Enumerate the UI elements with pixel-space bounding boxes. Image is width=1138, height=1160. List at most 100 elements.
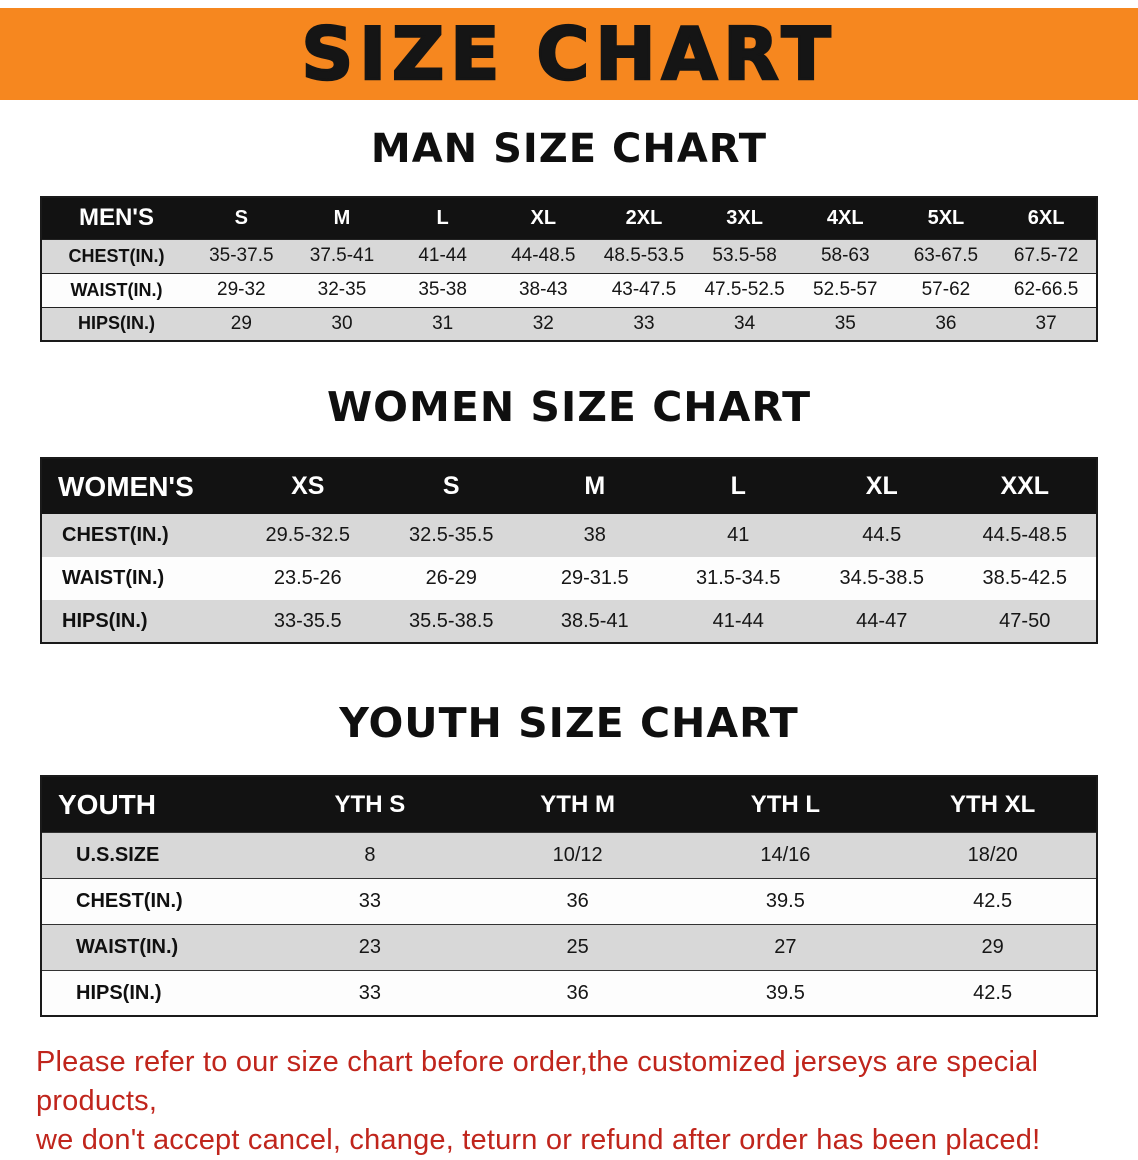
size-value: 33-35.5 xyxy=(273,609,342,632)
size-value: 37 xyxy=(1035,312,1057,334)
size-value: 53.5-58 xyxy=(712,245,777,266)
table-corner-label: MEN'S xyxy=(41,197,191,239)
size-value: 63-67.5 xyxy=(913,245,979,266)
row-label: WAIST(IN.) xyxy=(62,567,165,590)
size-value: 30 xyxy=(331,312,353,334)
row-label: U.S.SIZE xyxy=(76,843,160,866)
size-column-header: M xyxy=(291,197,393,239)
women-size-chart-heading: WOMEN SIZE CHART xyxy=(326,383,812,431)
size-value: 33 xyxy=(633,312,655,334)
size-column-header: L xyxy=(392,197,493,239)
size-value: 31 xyxy=(432,312,454,334)
size-value: 34 xyxy=(734,312,756,334)
row-label: WAIST(IN.) xyxy=(76,935,179,958)
table-corner-label: YOUTH xyxy=(41,776,266,833)
size-value: 62-66.5 xyxy=(1013,279,1079,300)
size-value: 36 xyxy=(566,981,589,1004)
size-column-header: 3XL xyxy=(694,197,795,239)
row-label: HIPS(IN.) xyxy=(77,313,155,334)
size-value: 26-29 xyxy=(425,567,477,590)
size-value: 57-62 xyxy=(921,279,971,300)
size-value: 32 xyxy=(532,312,554,334)
row-label: WAIST(IN.) xyxy=(70,279,163,300)
size-value: 41 xyxy=(727,524,750,547)
table-row: WAIST(IN.) 23 25 27 29 xyxy=(41,924,1097,971)
size-value: 14/16 xyxy=(760,843,811,866)
size-column-header: S xyxy=(379,458,523,515)
size-value: 42.5 xyxy=(973,889,1013,912)
size-value: 35.5-38.5 xyxy=(408,609,494,632)
size-column-header: 2XL xyxy=(593,197,695,239)
size-value: 23 xyxy=(358,935,381,958)
row-label: HIPS(IN.) xyxy=(62,609,148,632)
size-value: 37.5-41 xyxy=(309,245,375,266)
youth-size-chart-section: YOUTH SIZE CHART YOUTH YTH S YTH M YTH L YTH… xyxy=(0,699,1138,1018)
size-column-header: 6XL xyxy=(996,197,1097,239)
size-value: 44-47 xyxy=(856,609,908,632)
size-value: 48.5-53.5 xyxy=(603,245,685,266)
size-column-header: S xyxy=(191,197,292,239)
size-chart-banner: SIZE CHART xyxy=(0,8,1138,100)
banner-title: SIZE CHART xyxy=(300,12,837,96)
size-value: 33 xyxy=(358,889,381,912)
table-header-row: MEN'S S M L XL 2XL 3XL 4XL 5XL 6XL xyxy=(41,197,1097,239)
table-row: HIPS(IN.) 33 36 39.5 42.5 xyxy=(41,970,1097,1017)
size-value: 10/12 xyxy=(552,843,603,866)
size-value: 38.5-42.5 xyxy=(982,567,1067,590)
size-value: 29 xyxy=(981,935,1004,958)
size-value: 39.5 xyxy=(765,981,805,1004)
table-header-row: WOMEN'S XS S M L XL XXL xyxy=(41,458,1097,515)
man-size-chart-heading: MAN SIZE CHART xyxy=(370,126,768,172)
size-value: 27 xyxy=(774,935,797,958)
size-value: 29-31.5 xyxy=(560,567,629,590)
size-column-header: 4XL xyxy=(794,197,896,239)
row-label: CHEST(IN.) xyxy=(68,245,165,266)
size-value: 44-48.5 xyxy=(511,245,576,266)
size-value: 44.5-48.5 xyxy=(982,524,1067,547)
size-value: 35 xyxy=(834,312,856,334)
size-value: 32-35 xyxy=(317,279,367,300)
size-column-header: 5XL xyxy=(895,197,997,239)
row-label: HIPS(IN.) xyxy=(76,981,162,1004)
youth-size-table: YOUTH YTH S YTH M YTH L YTH XL U.S.SIZE 8 10/12… xyxy=(40,775,1098,1018)
size-value: 29 xyxy=(230,312,252,334)
size-value: 38 xyxy=(583,524,606,547)
size-value: 35-38 xyxy=(418,279,467,300)
size-column-header: XL xyxy=(810,458,954,515)
size-value: 47.5-52.5 xyxy=(704,279,785,300)
size-value: 67.5-72 xyxy=(1013,245,1079,266)
size-value: 38-43 xyxy=(518,279,568,300)
size-value: 47-50 xyxy=(999,609,1051,632)
row-label: CHEST(IN.) xyxy=(76,889,183,912)
size-value: 58-63 xyxy=(820,245,870,266)
size-column-header: M xyxy=(523,458,667,515)
size-value: 42.5 xyxy=(973,981,1013,1004)
size-value: 36 xyxy=(566,889,589,912)
size-value: 32.5-35.5 xyxy=(408,524,494,547)
size-value: 8 xyxy=(364,843,376,866)
table-row: WAIST(IN.) 29-32 32-35 35-38 38-43 43-47.5 47.… xyxy=(41,273,1097,307)
size-value: 34.5-38.5 xyxy=(839,567,924,590)
table-row: U.S.SIZE 8 10/12 14/16 18/20 xyxy=(41,832,1097,879)
size-value: 33 xyxy=(358,981,381,1004)
women-size-table: WOMEN'S XS S M L XL XXL CHEST(IN.) 29.5-32.5 32.5… xyxy=(40,457,1098,645)
size-column-header: L xyxy=(666,458,810,515)
table-corner-label: WOMEN'S xyxy=(41,458,236,515)
size-value: 41-44 xyxy=(712,609,764,632)
size-value: 43-47.5 xyxy=(611,279,677,300)
size-value: 25 xyxy=(566,935,589,958)
youth-size-chart-heading: YOUTH SIZE CHART xyxy=(339,699,799,748)
disclaimer: Please refer to our size chart before or… xyxy=(36,1043,1118,1160)
size-column-header: XXL xyxy=(953,458,1097,515)
size-value: 29-32 xyxy=(217,279,266,300)
size-column-header: YTH L xyxy=(681,776,890,833)
table-row: HIPS(IN.) 29 30 31 32 33 34 35 36 37 xyxy=(41,307,1097,341)
table-row: CHEST(IN.) 35-37.5 37.5-41 41-44 44-48.5 48.5… xyxy=(41,239,1097,273)
size-value: 44.5 xyxy=(862,524,902,547)
size-column-header: XL xyxy=(492,197,594,239)
row-label: CHEST(IN.) xyxy=(62,524,169,547)
men-size-table: MEN'S S M L XL 2XL 3XL 4XL 5XL 6XL CHEST(IN.) 35-37… xyxy=(40,196,1098,342)
size-value: 41-44 xyxy=(418,245,467,266)
man-size-chart-section: MAN SIZE CHART MEN'S S M L XL 2XL 3XL 4XL 5XL 6XL… xyxy=(0,126,1138,342)
size-column-header: YTH S xyxy=(266,776,474,833)
